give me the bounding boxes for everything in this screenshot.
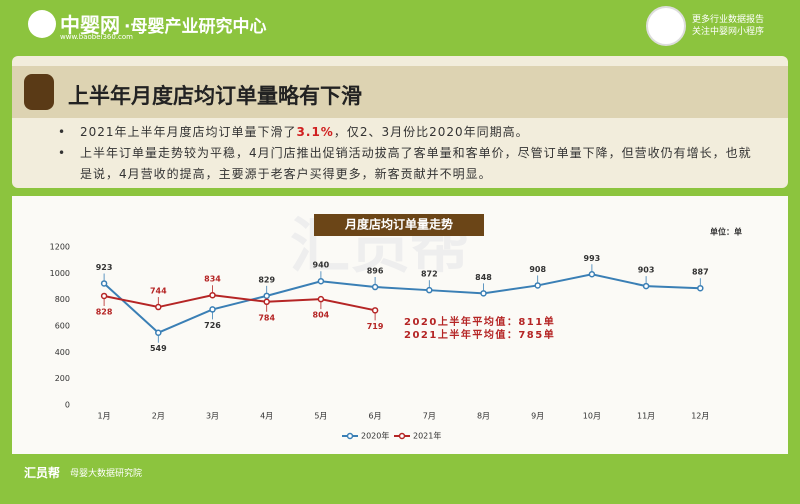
data-point [371, 307, 379, 314]
data-point [209, 291, 216, 299]
data-point [209, 306, 216, 313]
data-point [588, 271, 596, 278]
series-line [103, 273, 701, 334]
data-point [480, 290, 487, 297]
footer-org: 母婴大数据研究院 [70, 469, 143, 479]
x-tick-label: 4月 [260, 412, 273, 421]
x-tick-label: 11月 [637, 412, 655, 421]
data-point [263, 292, 270, 300]
header-line: 关注中婴网小程序 [692, 27, 765, 37]
bullet-text: ，仅2、3月份比2020年同期高。 [333, 125, 529, 139]
x-tick-label: 6月 [369, 412, 382, 421]
data-point [642, 282, 650, 290]
data-label: 872 [421, 270, 438, 279]
data-point [155, 303, 162, 311]
data-label: 887 [692, 268, 709, 277]
data-point [426, 286, 433, 294]
data-label: 549 [150, 344, 167, 353]
y-tick-label: 200 [55, 374, 70, 383]
data-label: 828 [96, 307, 113, 316]
legend-marker [398, 432, 406, 440]
data-point [534, 282, 541, 289]
chart-panel [12, 196, 788, 454]
data-point [100, 280, 108, 287]
y-tick-label: 800 [55, 295, 70, 304]
logo-url: www.baobei360.com [60, 33, 134, 41]
bullets: • 2021年上半年月度店均订单量下滑了3.1%，仅2、3月份比2020年同期高。… [58, 122, 758, 185]
data-label: 834 [204, 275, 221, 284]
x-tick-label: 5月 [314, 412, 327, 421]
header-right: 更多行业数据报告 关注中婴网小程序 [692, 14, 764, 38]
data-point [155, 329, 162, 336]
qr-code [646, 6, 686, 46]
data-point [697, 284, 704, 292]
annotation: 2020上半年平均值：811单 [404, 315, 555, 328]
y-tick-label: 600 [55, 322, 70, 331]
logo-icon [28, 10, 56, 38]
series-line [103, 294, 376, 312]
y-tick-label: 0 [65, 401, 70, 410]
data-label: 784 [258, 313, 275, 322]
chart-title: 月度店均订单量走势 [344, 217, 453, 232]
y-tick-label: 400 [55, 348, 70, 357]
x-tick-label: 8月 [477, 412, 490, 421]
data-label: 744 [150, 287, 167, 296]
x-tick-label: 10月 [583, 412, 601, 421]
x-tick-label: 9月 [531, 412, 544, 421]
bullet-text: 上半年订单量走势较为平稳，4月门店推出促销活动拔高了客单量和客单价，尽管订单量下… [80, 146, 752, 181]
data-label: 908 [529, 265, 546, 274]
header-center: ·母婴产业研究中心 [124, 17, 267, 37]
bullet-text: 2021年上半年月度店均订单量下滑了 [80, 125, 297, 139]
x-tick-label: 1月 [98, 412, 111, 421]
data-label: 804 [313, 311, 330, 320]
bullet: • 2021年上半年月度店均订单量下滑了3.1%，仅2、3月份比2020年同期高。 [58, 125, 529, 139]
x-tick-label: 7月 [423, 412, 436, 421]
data-label: 896 [367, 267, 384, 276]
data-label: 993 [584, 254, 601, 263]
bullet-highlight: 3.1% [296, 125, 334, 139]
annotation: 2021上半年平均值：785单 [404, 328, 555, 341]
section-title: 上半年月度店均订单量略有下滑 [68, 84, 362, 108]
header-line: 更多行业数据报告 [692, 15, 765, 25]
data-label: 903 [638, 266, 655, 275]
x-tick-label: 2月 [152, 412, 165, 421]
y-tick-label: 1000 [50, 269, 70, 278]
x-tick-label: 3月 [206, 412, 219, 421]
footer-brand: 汇员帮 [24, 466, 61, 480]
data-label: 923 [96, 263, 113, 272]
title-icon [24, 74, 54, 110]
bullet: • 上半年订单量走势较为平稳，4月门店推出促销活动拔高了客单量和客单价，尽管订单量… [58, 146, 752, 181]
data-label: 940 [313, 261, 330, 270]
data-point [100, 292, 108, 300]
data-label: 829 [258, 275, 275, 284]
x-tick-label: 12月 [691, 412, 709, 421]
chart-title-box [314, 214, 484, 236]
data-label: 726 [204, 321, 221, 330]
data-label: 719 [367, 322, 384, 331]
data-label: 848 [475, 273, 492, 282]
y-tick-label: 1200 [50, 243, 70, 252]
data-point [371, 283, 379, 291]
data-point [317, 277, 325, 285]
data-point [317, 295, 325, 303]
logo: 中婴网 [60, 13, 120, 37]
legend-label: 2020年 [361, 431, 389, 441]
legend-marker [346, 432, 354, 440]
title-band [12, 66, 788, 118]
unit: 单位：单 [710, 227, 742, 237]
legend-label: 2021年 [413, 431, 441, 441]
data-point [263, 298, 270, 306]
